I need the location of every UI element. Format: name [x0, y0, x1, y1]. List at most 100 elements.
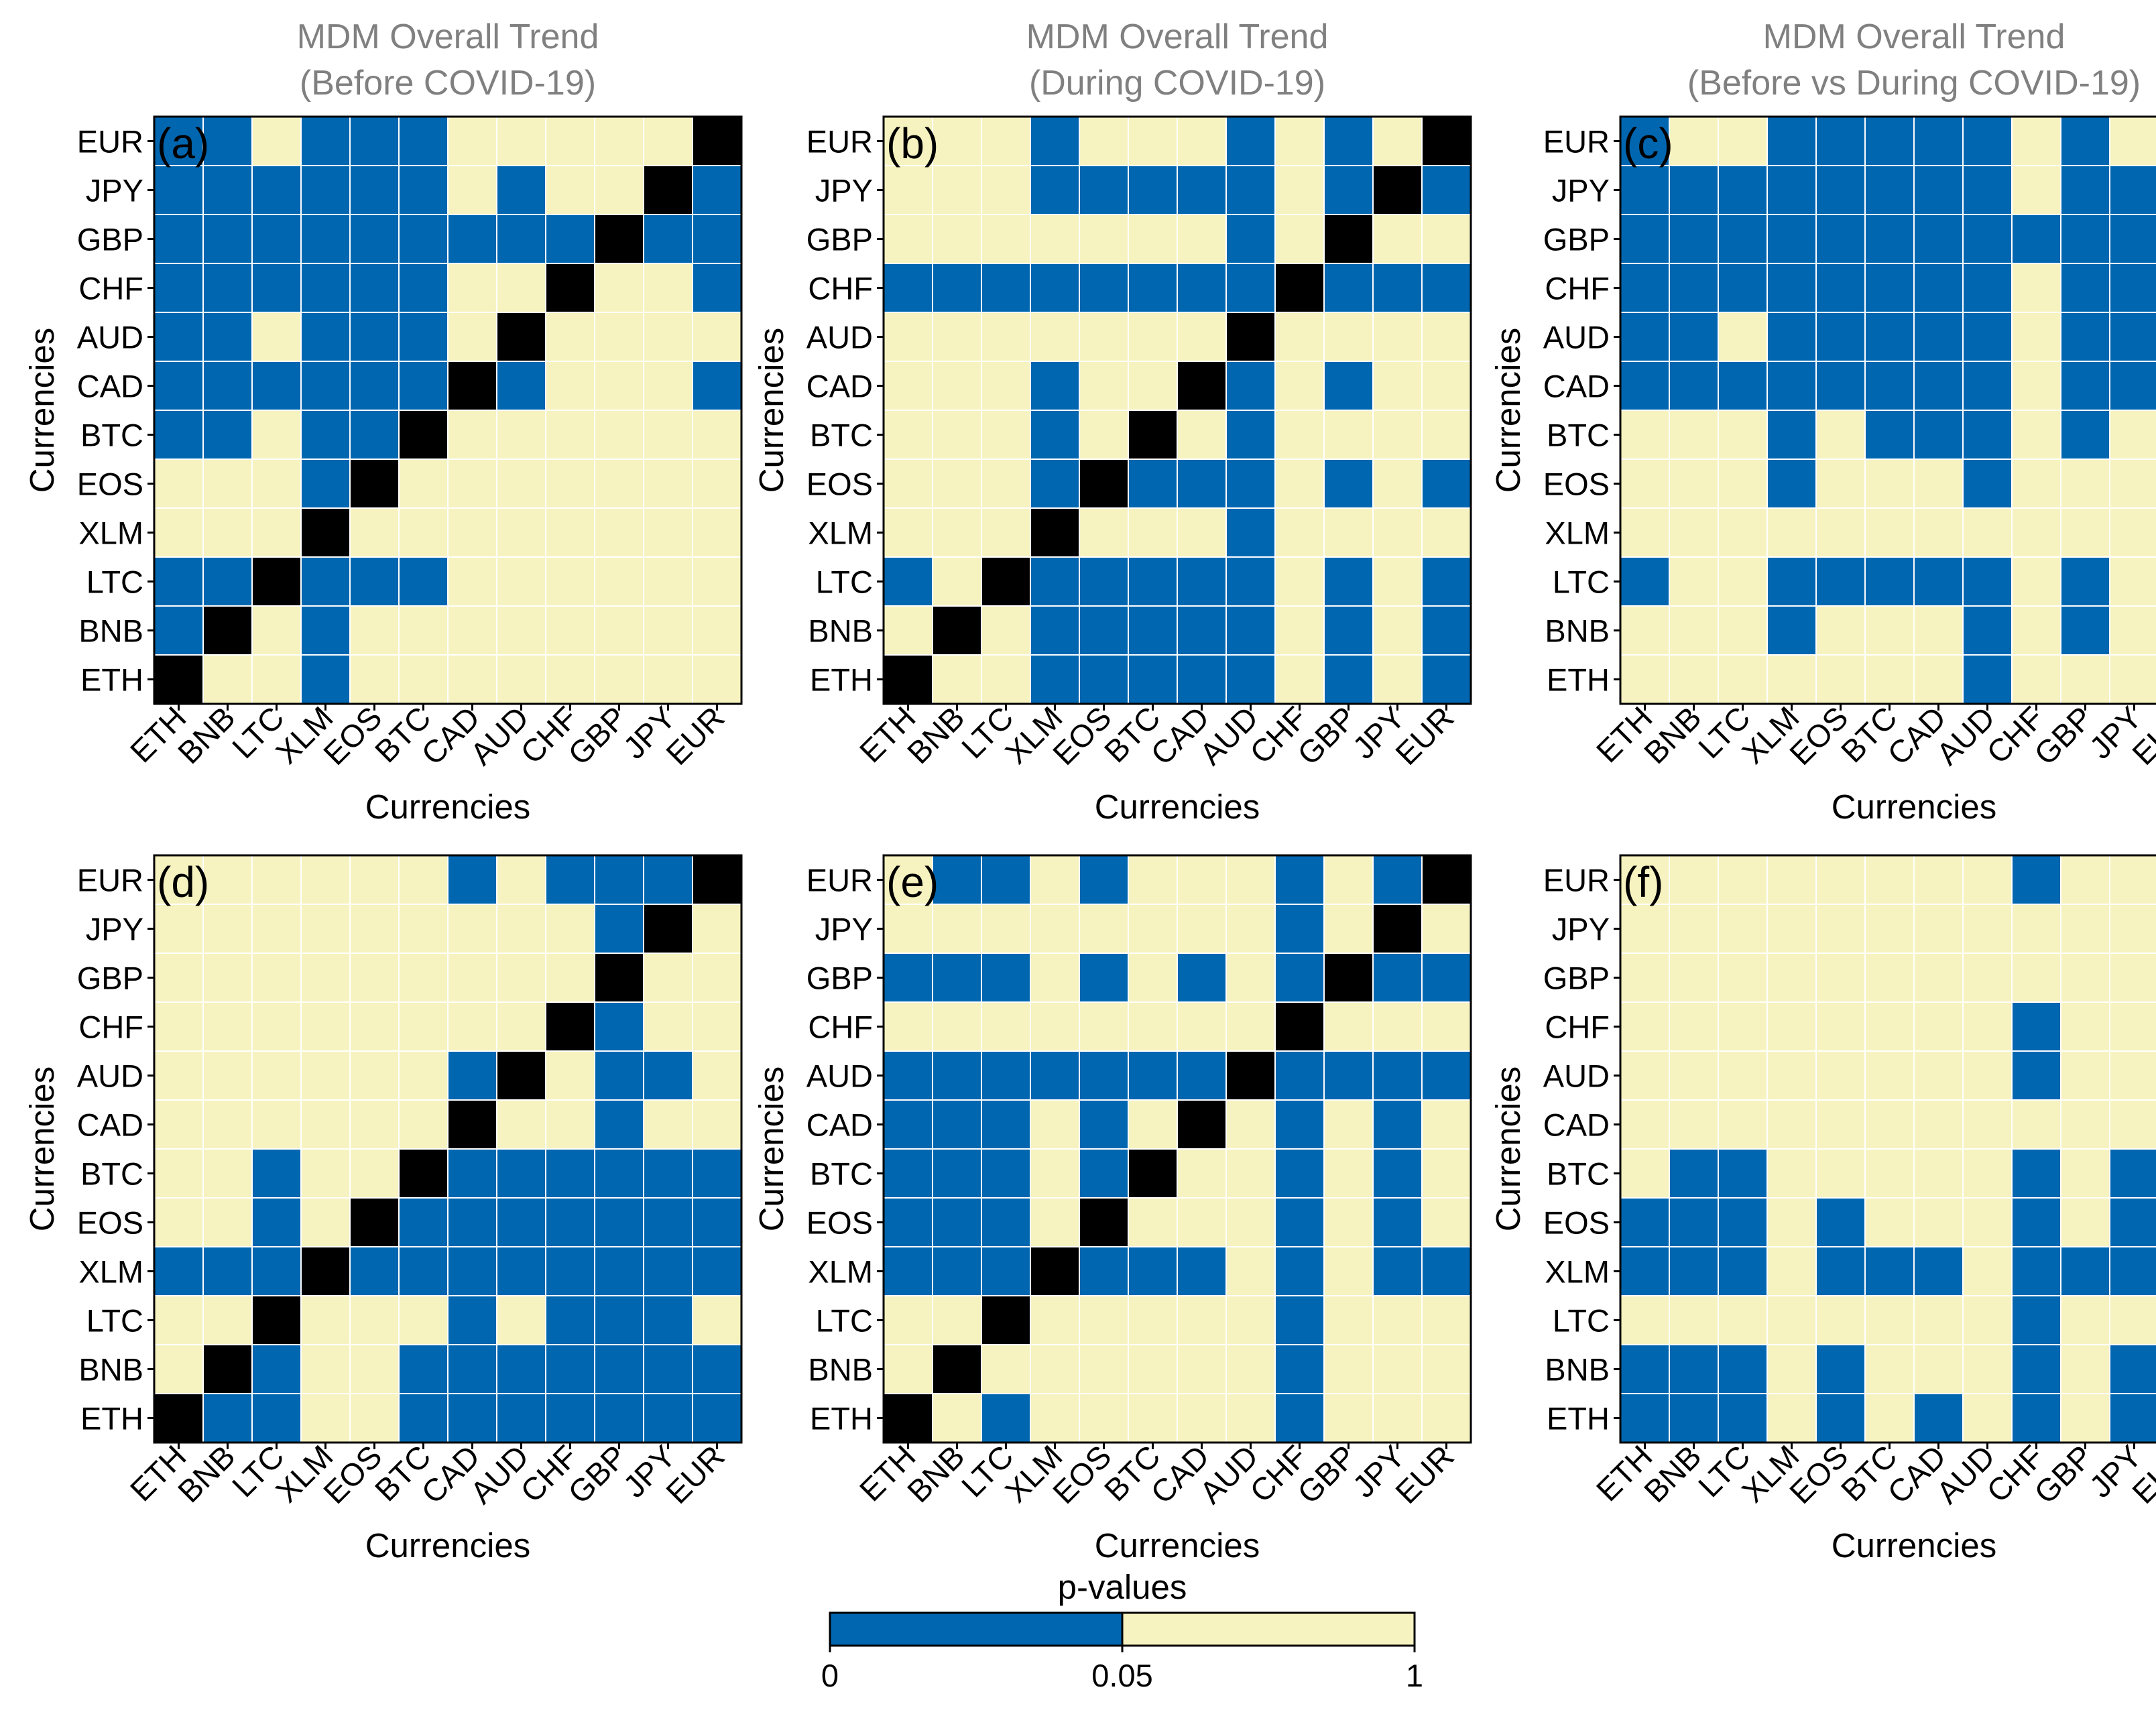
heatmap-cell-aud-bnb: [1669, 312, 1719, 362]
heatmap-cell-jpy-xlm: [1766, 904, 1817, 954]
heatmap-cell-aud-ltc: [1718, 312, 1768, 362]
heatmap-cell-eur-aud: [1225, 116, 1276, 166]
x-axis-title: Currencies: [1095, 788, 1260, 826]
heatmap-cell-ltc-bnb: [932, 1295, 982, 1345]
heatmap-cell-btc-chf: [2011, 410, 2061, 460]
heatmap-cell-btc-jpy: [2109, 410, 2156, 460]
heatmap-cell-gbp-ltc: [1718, 953, 1768, 1003]
heatmap-cell-ltc-aud: [1225, 1295, 1276, 1345]
heatmap-cell-eth-ltc: [981, 1393, 1031, 1443]
heatmap-cell-gbp-cad: [447, 953, 497, 1003]
heatmap-cell-aud-aud: [496, 312, 546, 362]
heatmap-cell-eur-eos: [1079, 116, 1129, 166]
heatmap-cell-xlm-btc: [1128, 1246, 1178, 1296]
heatmap-cell-jpy-btc: [1864, 165, 1915, 215]
heatmap-panel: (e) ETH BNB LTC XLM EOS BTC CAD AUD CHF GBP JPY EUR E…: [752, 854, 1472, 1565]
heatmap-cell-cad-gbp: [1323, 1099, 1374, 1150]
heatmap-cell-bnb-gbp: [1323, 1344, 1374, 1394]
heatmap-cell-ltc-jpy: [643, 1295, 693, 1345]
heatmap-cell-xlm-btc: [1128, 507, 1178, 558]
heatmap-cell-gbp-gbp: [1323, 214, 1374, 264]
heatmap-cell-eos-bnb: [1669, 458, 1719, 509]
heatmap-cell-bnb-chf: [545, 1344, 595, 1394]
heatmap-cell-aud-eth: [1620, 312, 1670, 362]
heatmap-cell-xlm-jpy: [2109, 1246, 2156, 1296]
heatmap-cell-cad-jpy: [643, 1099, 693, 1150]
y-tick-label: XLM: [808, 515, 873, 551]
heatmap-cell-gbp-jpy: [2109, 214, 2156, 264]
y-tick-label: GBP: [806, 222, 873, 257]
heatmap-cell-jpy-chf: [2011, 165, 2061, 215]
heatmap-cell-eur-aud: [496, 116, 546, 166]
y-tick-label: AUD: [806, 1058, 873, 1094]
heatmap-cell-eur-cad: [1913, 116, 1964, 166]
heatmap-cell-cad-btc: [1128, 361, 1178, 411]
heatmap-cell-btc-aud: [1225, 1148, 1276, 1199]
heatmap-cell-btc-aud: [1962, 1148, 2013, 1199]
heatmap-cell-btc-eth: [883, 1148, 933, 1199]
heatmap-cell-eur-ltc: [251, 116, 302, 166]
heatmap-cell-aud-chf: [1274, 1050, 1325, 1101]
heatmap-cell-gbp-cad: [1177, 953, 1227, 1003]
heatmap-cell-bnb-cad: [1913, 1344, 1964, 1394]
heatmap-cell-cad-aud: [1225, 1099, 1276, 1150]
heatmap-cell-aud-eth: [1620, 1050, 1670, 1101]
panel-frame: [1619, 115, 2156, 705]
heatmap-cell-eur-chf: [2011, 855, 2061, 905]
heatmap-cell-eur-jpy: [643, 116, 693, 166]
heatmap-cell-aud-eos: [1815, 312, 1866, 362]
heatmap-cell-xlm-aud: [1962, 507, 2013, 558]
heatmap-cell-cad-eth: [1620, 361, 1670, 411]
heatmap-cell-ltc-gbp: [594, 1295, 644, 1345]
heatmap-cell-aud-ltc: [981, 1050, 1031, 1101]
heatmap-cell-eur-ltc: [251, 855, 302, 905]
heatmap-cell-jpy-cad: [1177, 904, 1227, 954]
heatmap-cell-btc-gbp: [2060, 1148, 2110, 1199]
heatmap-cell-eur-eth: [883, 116, 933, 166]
heatmap-cell-chf-cad: [447, 263, 497, 313]
heatmap-cell-chf-eos: [349, 263, 400, 313]
heatmap-cell-ltc-gbp: [1323, 556, 1374, 607]
heatmap-cell-bnb-chf: [2011, 1344, 2061, 1394]
heatmap-cell-bnb-aud: [1225, 605, 1276, 656]
heatmap-cell-ltc-btc: [398, 1295, 448, 1345]
heatmap-cell-eos-ltc: [981, 458, 1031, 509]
heatmap-cell-eth-bnb: [1669, 1393, 1719, 1443]
heatmap-cell-jpy-bnb: [1669, 904, 1719, 954]
heatmap-cell-eos-xlm: [1030, 1197, 1080, 1247]
heatmap-cell-eos-jpy: [643, 1197, 693, 1247]
heatmap-cell-cad-bnb: [1669, 361, 1719, 411]
heatmap-cell-chf-jpy: [1372, 263, 1423, 313]
heatmap-cell-chf-btc: [1128, 263, 1178, 313]
heatmap-cell-eur-ltc: [1718, 855, 1768, 905]
panel-frame: [1619, 854, 2156, 1444]
heatmap-cell-bnb-jpy: [643, 605, 693, 656]
y-tick-label: CHF: [808, 1010, 873, 1045]
heatmap-cell-bnb-bnb: [1669, 605, 1719, 656]
heatmap-cell-chf-chf: [1274, 263, 1325, 313]
heatmap-panel: (a) MDM Overall Trend (Before COVID-19) ETH…: [23, 17, 743, 826]
y-tick-label: LTC: [816, 1303, 873, 1339]
heatmap-cell-eur-ltc: [981, 116, 1031, 166]
heatmap-cell-btc-gbp: [1323, 410, 1374, 460]
heatmap-cell-jpy-gbp: [594, 165, 644, 215]
heatmap-cell-bnb-cad: [447, 1344, 497, 1394]
heatmap-cell-btc-xlm: [300, 1148, 351, 1199]
legend-tick-label: 0.05: [1091, 1658, 1152, 1693]
heatmap-cell-bnb-btc: [398, 1344, 448, 1394]
heatmap-cell-eth-eos: [1815, 654, 1866, 705]
y-tick-label: CAD: [806, 369, 873, 404]
y-tick-label: BTC: [1547, 1156, 1610, 1192]
y-tick-label: CHF: [1545, 1010, 1610, 1045]
y-tick-label: EOS: [77, 1205, 143, 1241]
heatmap-cell-ltc-xlm: [1030, 556, 1080, 607]
heatmap-cell-btc-cad: [1177, 410, 1227, 460]
heatmap-cell-eos-eth: [1620, 458, 1670, 509]
heatmap-cell-btc-bnb: [932, 1148, 982, 1199]
panel-label: (c): [1623, 119, 1673, 168]
heatmap-cell-jpy-gbp: [594, 904, 644, 954]
heatmap-cell-aud-btc: [1128, 1050, 1178, 1101]
heatmap-cell-chf-chf: [2011, 1001, 2061, 1052]
heatmap-cell-eth-xlm: [1030, 654, 1080, 705]
heatmap-cell-gbp-jpy: [2109, 953, 2156, 1003]
